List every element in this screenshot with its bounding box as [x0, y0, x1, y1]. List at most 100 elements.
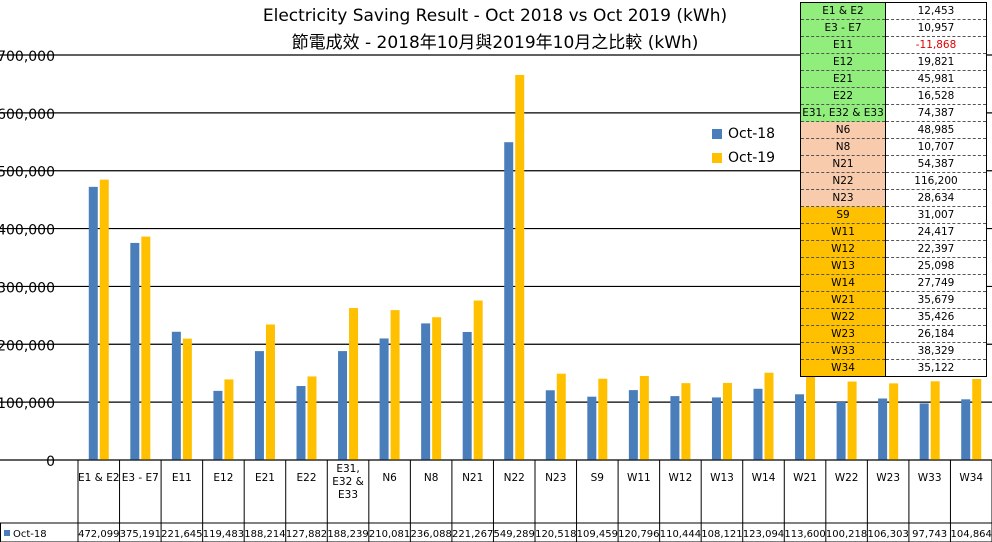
- saving-area-name: W11: [800, 223, 886, 241]
- saving-row: W11 24,417: [800, 223, 987, 241]
- saving-row: W13 25,098: [800, 257, 987, 275]
- saving-area-name: W22: [800, 308, 886, 326]
- x-tick-label: W14: [752, 472, 776, 484]
- saving-value: 27,749: [885, 274, 987, 292]
- x-tick-label: S9: [591, 472, 604, 484]
- saving-row: S9 31,007: [800, 206, 987, 224]
- legend: Oct-18 Oct-19: [712, 122, 775, 170]
- legend-swatch-oct-18: [712, 129, 722, 139]
- saving-area-name: N8: [800, 138, 886, 156]
- bar-oct-18: [338, 351, 348, 460]
- saving-row: E12 19,821: [800, 53, 987, 71]
- y-tick-label: 0: [46, 454, 55, 470]
- x-tick-label: W13: [710, 472, 734, 484]
- bar-oct-19: [515, 74, 525, 461]
- bar-oct-19: [722, 382, 732, 460]
- data-label: 127,882: [286, 529, 327, 540]
- bar-oct-18: [711, 397, 721, 460]
- data-label: 106,303: [867, 529, 908, 540]
- bar-oct-19: [889, 383, 899, 460]
- y-tick-label: 700,000: [0, 49, 55, 65]
- bar-oct-19: [432, 317, 442, 460]
- bar-oct-19: [764, 372, 774, 460]
- bar-oct-18: [628, 390, 638, 460]
- saving-row: W23 26,184: [800, 325, 987, 343]
- table-swatch-oct-18: [4, 530, 10, 536]
- bar-oct-19: [307, 376, 317, 460]
- saving-row: N21 54,387: [800, 155, 987, 173]
- saving-area-name: E11: [800, 36, 886, 54]
- saving-value: 38,329: [885, 342, 987, 360]
- bar-oct-19: [598, 378, 608, 460]
- saving-value: 74,387: [885, 104, 987, 122]
- saving-area-name: N6: [800, 121, 886, 139]
- legend-swatch-oct-19: [712, 153, 722, 163]
- saving-row: E1 & E2 12,453: [800, 2, 987, 20]
- legend-label-oct-18: Oct-18: [728, 126, 776, 142]
- bar-oct-19: [681, 383, 691, 460]
- saving-area-name: W23: [800, 325, 886, 343]
- bar-oct-18: [296, 386, 306, 460]
- bar-oct-19: [847, 381, 857, 460]
- data-label: 472,099: [78, 529, 119, 540]
- data-label: 113,600: [784, 529, 825, 540]
- saving-value: 35,679: [885, 291, 987, 309]
- x-tick-label: N21: [462, 472, 483, 484]
- bar-oct-18: [130, 242, 140, 460]
- bar-oct-19: [473, 300, 483, 460]
- x-tick-label: W12: [669, 472, 693, 484]
- saving-value: 35,426: [885, 308, 987, 326]
- data-label: 120,796: [618, 529, 659, 540]
- bar-oct-18: [753, 388, 763, 460]
- table-series-label: Oct-18: [13, 529, 47, 540]
- saving-area-name: W14: [800, 274, 886, 292]
- data-label: 221,267: [452, 529, 493, 540]
- data-label: 104,864: [951, 529, 992, 540]
- y-tick-label: 400,000: [0, 223, 55, 239]
- legend-item-oct-19: Oct-19: [712, 146, 775, 170]
- saving-row: E22 16,528: [800, 87, 987, 105]
- saving-value: 12,453: [885, 2, 987, 20]
- bar-oct-18: [919, 403, 929, 460]
- saving-row: N6 48,985: [800, 121, 987, 139]
- x-tick-label: E1 & E2: [78, 472, 120, 484]
- saving-value: 26,184: [885, 325, 987, 343]
- saving-area-name: N23: [800, 189, 886, 207]
- bar-oct-18: [88, 186, 98, 461]
- saving-row: E21 45,981: [800, 70, 987, 88]
- saving-value: 10,707: [885, 138, 987, 156]
- bar-oct-19: [556, 373, 566, 460]
- data-label: 221,645: [161, 529, 202, 540]
- saving-value: 22,397: [885, 240, 987, 258]
- y-tick-label: 300,000: [0, 280, 55, 296]
- saving-value: 45,981: [885, 70, 987, 88]
- x-tick-label: N8: [424, 472, 439, 484]
- bar-oct-19: [930, 381, 940, 460]
- bar-oct-18: [878, 398, 888, 460]
- saving-row: N8 10,707: [800, 138, 987, 156]
- y-tick-label: 500,000: [0, 165, 55, 181]
- y-tick-label: 100,000: [0, 396, 55, 412]
- saving-value: 35,122: [885, 359, 987, 377]
- saving-value: 16,528: [885, 87, 987, 105]
- saving-value: 25,098: [885, 257, 987, 275]
- x-tick-label: W21: [793, 472, 817, 484]
- saving-row: E11 -11,868: [800, 36, 987, 54]
- bar-oct-18: [462, 331, 472, 460]
- saving-row: W14 27,749: [800, 274, 987, 292]
- data-label: 375,191: [120, 529, 161, 540]
- bar-oct-19: [265, 324, 275, 460]
- x-tick-label: E3 - E7: [122, 472, 159, 484]
- bar-oct-18: [587, 396, 597, 460]
- bar-oct-19: [141, 236, 151, 460]
- legend-label-oct-19: Oct-19: [728, 150, 776, 166]
- saving-area-name: E22: [800, 87, 886, 105]
- bar-oct-19: [390, 310, 400, 460]
- saving-area-name: E21: [800, 70, 886, 88]
- saving-area-name: E3 - E7: [800, 19, 886, 37]
- saving-row: W12 22,397: [800, 240, 987, 258]
- saving-row: W33 38,329: [800, 342, 987, 360]
- saving-value: 31,007: [885, 206, 987, 224]
